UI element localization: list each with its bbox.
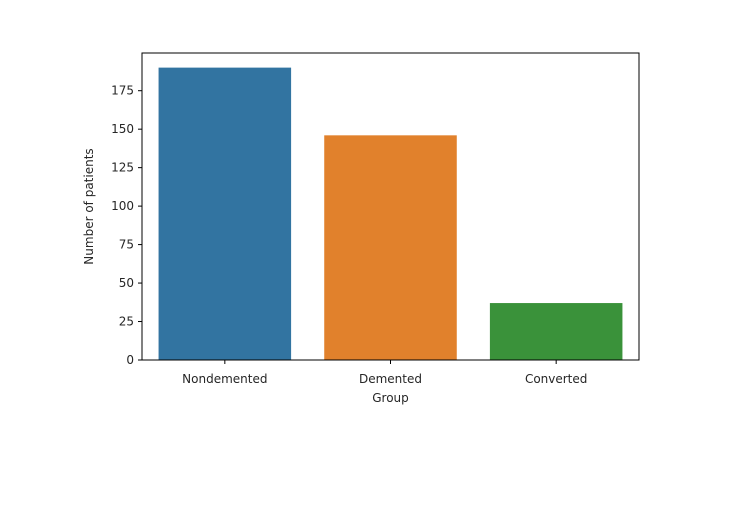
x-axis-label: Group [372,391,409,405]
y-tick-label: 150 [111,122,134,136]
x-tick-label: Demented [359,372,422,386]
bar-demented [324,135,457,360]
y-tick-label: 100 [111,199,134,213]
y-axis-label: Number of patients [82,148,96,264]
bar-nondemented [158,67,292,360]
y-tick-label: 175 [111,84,134,98]
x-tick-label: Nondemented [182,372,267,386]
bars-group [158,67,623,360]
y-tick-label: 0 [126,353,134,367]
x-axis-ticks: Nondemented Demented Converted [182,360,587,386]
x-tick-label: Converted [525,372,587,386]
y-tick-label: 50 [119,276,134,290]
y-tick-label: 75 [119,238,134,252]
y-tick-label: 25 [119,315,134,329]
bar-converted [489,303,623,360]
y-axis-ticks: 0 25 50 75 100 125 150 175 [111,84,142,367]
plot-frame [141,52,640,361]
y-tick-label: 125 [111,161,134,175]
